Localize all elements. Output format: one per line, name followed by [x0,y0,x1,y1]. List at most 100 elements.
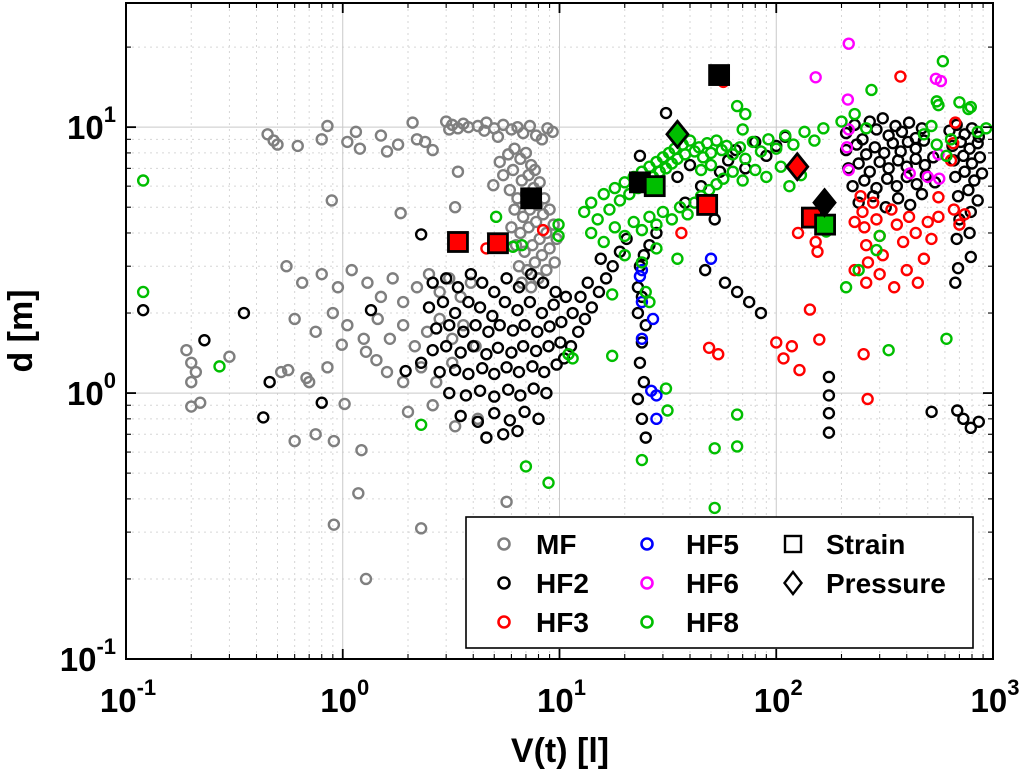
point-HF5 [633,270,647,283]
point-HF5 [645,384,658,397]
point-MF [261,128,274,141]
point-MF [315,133,328,146]
legend-marker-Pressure [782,570,804,596]
point-HF8 [566,352,579,365]
point-HF3 [932,210,945,224]
point-HF2 [639,431,652,444]
point-HF8 [953,96,966,109]
point-HF2 [540,386,553,400]
point-HF8 [936,55,950,68]
point-HF8 [839,281,853,294]
point-MF [533,176,546,189]
point-HF2 [972,130,986,143]
point-HF2 [886,137,900,150]
point-HF8 [605,288,619,301]
point-HF8 [635,256,649,269]
point-HF2 [822,407,836,420]
point-HF2 [963,226,976,240]
chart-generated-content: 10-1 100 101 102 103 10-1 100 101 MF HF2 HF3 HF5 HF6… [60,2,1020,719]
point-HF2 [462,367,475,381]
point-MF [408,340,422,353]
point-HF2 [471,415,485,428]
point-MF [309,428,322,441]
point-HF2 [443,318,456,332]
point-HF2 [451,281,465,294]
point-MF [327,434,341,448]
point-HF8 [671,252,684,265]
point-MF [433,285,446,299]
point-HF6 [903,167,916,180]
point-HF2 [949,170,962,184]
point-HF2 [957,412,970,426]
point-HF2 [523,295,537,309]
point-HF3 [870,213,883,226]
point-HF2 [650,226,663,240]
point-HF2 [543,320,556,333]
point-HF2 [713,165,727,178]
point-HF2 [488,367,501,381]
point-MF [451,165,465,178]
point-MF [528,256,542,269]
point-HF2 [901,135,915,149]
point-MF [503,183,517,197]
point-HF3 [921,215,934,229]
point-MF [519,146,533,160]
point-HF2 [633,149,647,163]
point-HF2 [511,303,524,317]
point-MF [426,143,439,157]
point-HF3 [793,363,806,377]
point-MF [505,123,518,136]
point-MF [446,332,459,345]
point-MF [500,495,513,509]
point-HF8 [414,418,428,431]
pressure-marker [812,187,837,218]
point-HF2 [505,346,518,359]
point-MF [548,256,561,269]
point-MF [546,125,559,139]
point-HF8 [717,172,730,185]
point-MF [528,163,542,177]
point-HF8 [865,83,878,97]
point-HF2 [364,303,378,317]
point-HF2 [876,112,889,125]
point-MF [370,353,383,367]
point-HF2 [890,179,904,193]
point-HF2 [518,405,531,419]
point-HF8 [704,158,718,172]
point-MF [391,138,405,151]
point-HF8 [597,235,610,249]
point-MF [327,518,341,531]
point-HF2 [633,356,647,369]
point-HF2 [493,318,506,332]
point-MF [414,522,428,535]
point-HF2 [637,248,651,262]
point-HF6 [842,163,855,177]
point-MF [189,365,203,379]
point-HF2 [881,172,894,185]
point-HF2 [868,141,882,154]
point-HF8 [618,248,631,262]
point-HF2 [536,276,550,289]
point-HF8 [964,100,978,114]
point-HF2 [443,386,456,400]
legend-marker-HF6 [640,576,654,590]
point-HF2 [459,389,473,402]
point-MF [295,276,309,289]
point-HF2 [511,424,524,438]
point-HF2 [439,272,453,285]
point-HF6 [841,93,855,106]
point-HF2 [973,151,987,164]
point-MF [540,263,553,277]
point-MF [374,290,388,304]
point-HF8 [932,98,945,112]
strain-marker [696,194,719,216]
point-HF8 [650,242,663,255]
point-HF8 [681,208,694,221]
point-HF2 [237,306,251,320]
legend-marker-MF [497,537,511,551]
x-tick-label: 103 [971,675,1020,719]
point-HF3 [777,352,790,365]
point-HF2 [889,119,902,133]
point-HF2 [555,315,568,329]
